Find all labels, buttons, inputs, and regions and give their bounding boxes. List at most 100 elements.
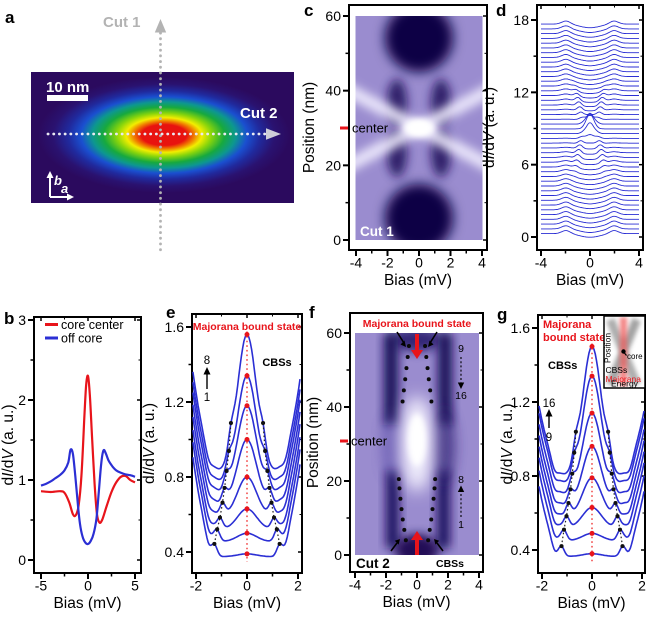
pointer-arrow-top-right xyxy=(429,331,438,344)
cbs-dot xyxy=(406,343,411,348)
cbs-dot xyxy=(432,486,437,491)
panel-label-c: c xyxy=(304,1,313,20)
cbs-dot xyxy=(620,544,625,549)
majorana-dot xyxy=(589,443,595,449)
spectrum-curve xyxy=(541,58,639,67)
x-axis-title: Bias (mV) xyxy=(556,272,624,289)
cbs-dot xyxy=(426,377,431,382)
spectrum-curve xyxy=(541,25,639,33)
x-axis-title: Bias (mV) xyxy=(213,595,281,612)
majorana-title-e: Majorana bound state xyxy=(193,321,302,333)
cbs-dot xyxy=(228,421,233,426)
spectrum-curve xyxy=(541,154,639,160)
majorana-dot xyxy=(589,373,595,379)
tick-label: 0 xyxy=(243,578,251,594)
cbs-dot xyxy=(573,429,578,434)
spectrum-curve xyxy=(40,374,136,524)
y-axis-title: dI/dV (a. u.) xyxy=(0,404,17,485)
panel-g-markers xyxy=(559,343,625,562)
legend: core center off core xyxy=(45,318,124,346)
spectrum-curve xyxy=(541,49,639,57)
majorana-dot xyxy=(244,551,250,557)
spectrum-curve xyxy=(541,112,639,125)
panel-b-curves xyxy=(40,374,136,546)
tick-label: 60 xyxy=(325,8,341,24)
majorana-dot xyxy=(244,437,250,442)
inset-schematic: core Position CBSs Majorana Energy xyxy=(603,315,646,389)
panel-b: b 0 1 2 3 -5 0 5 Bias (mV) dI/dV (a. u.) core ce… xyxy=(0,309,142,612)
spectrum-curve xyxy=(541,159,639,166)
cbs-dot xyxy=(265,468,270,474)
cbs-dot xyxy=(261,421,266,426)
panel-label-a: a xyxy=(5,8,15,27)
cbs-dot xyxy=(217,515,223,520)
panel-c-axes: 0 20 40 60 -4 -2 0 2 4 Bias (mV) Position (nm) xyxy=(301,4,488,289)
cbs-dot xyxy=(220,500,225,505)
cbs-dot xyxy=(433,477,438,482)
cut2-colormap xyxy=(355,333,479,555)
inset-position-label: Position xyxy=(603,333,613,364)
panel-f-axes: 0 20 40 60 -4 -2 0 2 4 Bias (mV) Position (nm) xyxy=(305,312,484,611)
curve-order-arrowhead-e xyxy=(203,367,211,375)
spectrum-curve xyxy=(541,196,639,205)
axis-a-label: a xyxy=(61,181,68,196)
tick-label: 60 xyxy=(326,325,342,341)
panel-a: a Cut 1 Cut 2 10 nm b a xyxy=(5,8,294,256)
tick-label: 2 xyxy=(18,392,26,408)
majorana-dot xyxy=(589,344,595,349)
cbs-dot xyxy=(224,468,229,474)
majorana-dot xyxy=(589,551,595,557)
panel-d: d 0 6 12 18 -4 0 4 Bias (mV) dI/dV (a. u.) xyxy=(481,1,644,289)
cut2-inside-label: Cut 2 xyxy=(356,556,390,571)
spectrum-curve xyxy=(541,111,639,116)
spectrum-curve xyxy=(541,192,639,200)
tick-label: 2 xyxy=(294,578,302,594)
cbs-dot xyxy=(215,527,220,532)
panel-g-axes: 0.4 0.8 1.2 1.6 -2 0 2 Bias (mV) dI/dV (a. u.) xyxy=(499,314,646,612)
cut1-label: Cut 1 xyxy=(103,14,141,31)
x-axis-title: Bias (mV) xyxy=(557,595,625,612)
panel-d-axes: 0 6 12 18 -4 0 4 Bias (mV) dI/dV (a. u.) xyxy=(481,4,644,289)
cbs-dot xyxy=(423,343,428,348)
cbs-dot xyxy=(226,448,231,454)
cbs-dot xyxy=(568,487,573,492)
spectrum-curve xyxy=(541,96,639,103)
spectrum-curve xyxy=(541,78,639,85)
cbs-dot xyxy=(400,517,405,522)
spectrum-curve xyxy=(541,220,639,229)
y-axis-title: dI/dV (a. u.) xyxy=(141,403,158,484)
tick-label: 20 xyxy=(326,473,342,489)
curve-number-top-g: 16 xyxy=(543,398,556,410)
spectrum-curve xyxy=(541,63,639,71)
y-axis-title: Position (nm) xyxy=(301,82,318,173)
spectrum-curve xyxy=(541,88,639,95)
cbs-dot xyxy=(607,450,612,455)
pointer-arrow-bottom-left xyxy=(390,542,398,552)
axis-b-label: b xyxy=(54,173,62,188)
cbs-dot xyxy=(400,399,405,404)
tick-label: 1.2 xyxy=(165,394,185,410)
panel-e-markers xyxy=(212,331,282,562)
cbs-dot xyxy=(401,388,406,393)
spectrum-curve xyxy=(541,182,639,190)
cbs-dot xyxy=(424,355,429,360)
cbs-dot xyxy=(277,541,282,546)
cbs-dot xyxy=(399,507,404,512)
spectrum-curve xyxy=(541,169,639,176)
spectrum-curve xyxy=(541,164,639,171)
cbs-dot xyxy=(613,500,618,506)
panel-label-b: b xyxy=(4,309,14,328)
inset-energy-label: Energy xyxy=(611,379,639,389)
legend-off-core-label: off core xyxy=(61,332,103,346)
majorana-dot xyxy=(244,332,250,337)
spectrum-curve xyxy=(538,412,645,494)
tick-label: 12 xyxy=(513,84,529,100)
spectrum-curve xyxy=(541,68,639,76)
tick-label: -2 xyxy=(190,578,203,594)
tick-label: 4 xyxy=(635,255,643,271)
panel-label-e: e xyxy=(166,303,175,322)
panel-label-d: d xyxy=(496,1,506,20)
cbs-dot xyxy=(611,487,616,492)
y-axis-title: dI/dV (a. u.) xyxy=(481,87,498,168)
